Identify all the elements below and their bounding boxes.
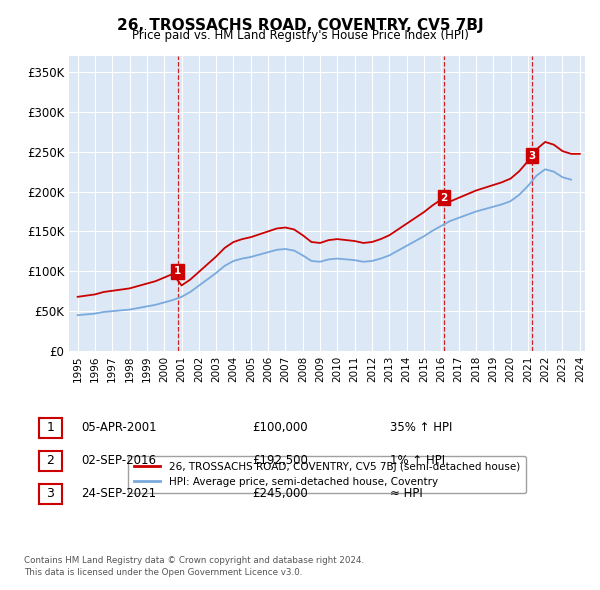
Text: 24-SEP-2021: 24-SEP-2021 <box>81 487 156 500</box>
Text: 2: 2 <box>46 454 55 467</box>
Text: 1% ↑ HPI: 1% ↑ HPI <box>390 454 445 467</box>
Text: 1: 1 <box>46 421 55 434</box>
Text: £100,000: £100,000 <box>252 421 308 434</box>
Text: 35% ↑ HPI: 35% ↑ HPI <box>390 421 452 434</box>
Text: £245,000: £245,000 <box>252 487 308 500</box>
Legend: 26, TROSSACHS ROAD, COVENTRY, CV5 7BJ (semi-detached house), HPI: Average price,: 26, TROSSACHS ROAD, COVENTRY, CV5 7BJ (s… <box>128 455 526 493</box>
Text: 05-APR-2001: 05-APR-2001 <box>81 421 157 434</box>
Text: ≈ HPI: ≈ HPI <box>390 487 423 500</box>
Text: 1: 1 <box>174 266 181 276</box>
Text: 3: 3 <box>46 487 55 500</box>
Text: Price paid vs. HM Land Registry's House Price Index (HPI): Price paid vs. HM Land Registry's House … <box>131 30 469 42</box>
Text: 3: 3 <box>528 150 535 160</box>
Text: 02-SEP-2016: 02-SEP-2016 <box>81 454 156 467</box>
Text: This data is licensed under the Open Government Licence v3.0.: This data is licensed under the Open Gov… <box>24 568 302 577</box>
Text: 2: 2 <box>440 192 448 202</box>
Text: Contains HM Land Registry data © Crown copyright and database right 2024.: Contains HM Land Registry data © Crown c… <box>24 556 364 565</box>
Text: 26, TROSSACHS ROAD, COVENTRY, CV5 7BJ: 26, TROSSACHS ROAD, COVENTRY, CV5 7BJ <box>116 18 484 32</box>
Text: £192,500: £192,500 <box>252 454 308 467</box>
